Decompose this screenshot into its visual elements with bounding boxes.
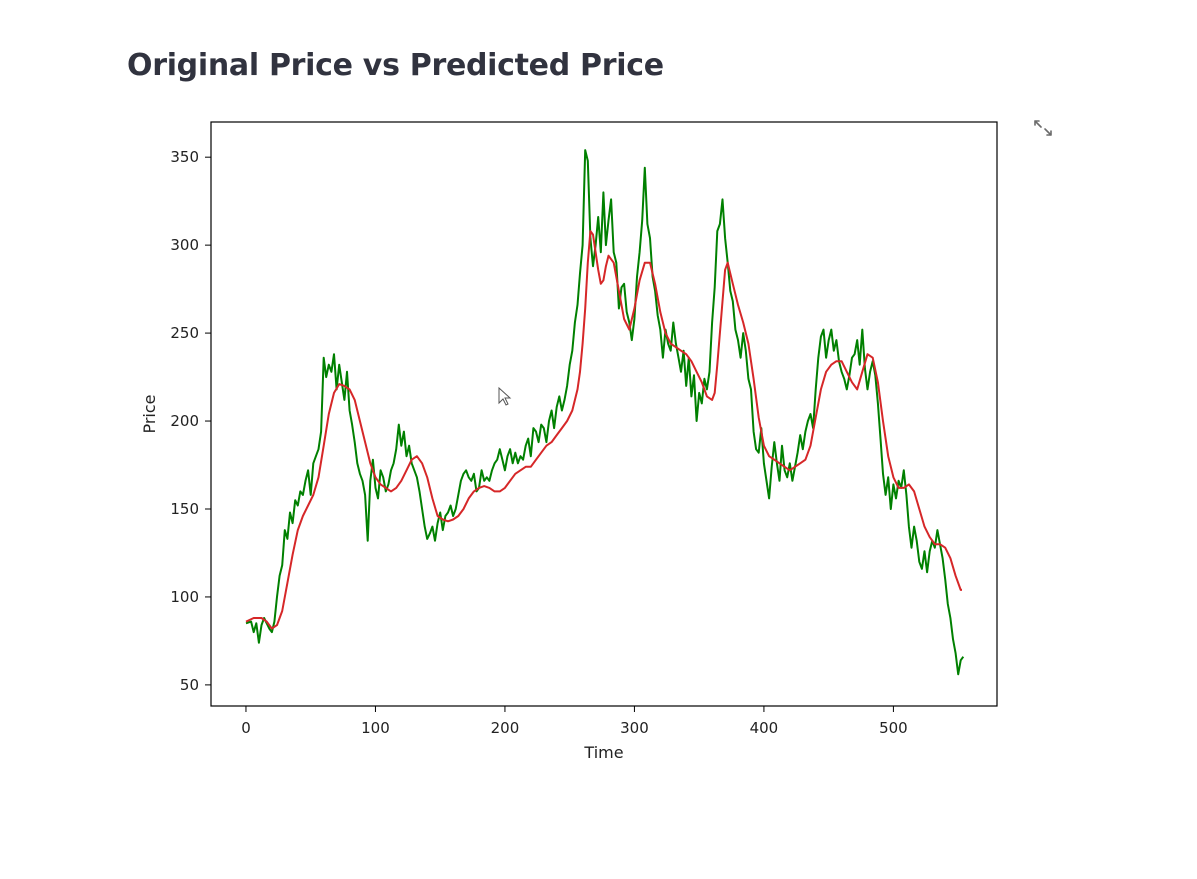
y-tick-label: 250 [170,324,199,342]
y-axis-ticks: 50 100 150 200 250 300 350 [170,148,211,694]
plot-frame [210,121,998,707]
y-tick-label: 350 [170,148,199,166]
x-tick-label: 100 [361,719,390,737]
x-axis-label: Time [583,743,623,762]
x-tick-label: 500 [879,719,908,737]
series-lines [245,149,965,676]
y-tick-label: 200 [170,412,199,430]
mouse-pointer-icon [498,386,512,406]
fullscreen-button[interactable] [1030,116,1056,140]
x-tick-label: 0 [241,719,251,737]
y-axis-label: Price [140,394,159,433]
page-title: Original Price vs Predicted Price [127,48,664,83]
y-tick-label: 150 [170,500,199,518]
expand-icon [1034,120,1052,136]
x-tick-label: 300 [620,719,649,737]
x-tick-label: 400 [750,719,779,737]
y-tick-label: 300 [170,236,199,254]
x-tick-label: 200 [491,719,520,737]
y-tick-label: 100 [170,588,199,606]
predicted-price-line [245,230,962,630]
y-tick-label: 50 [180,676,199,694]
x-axis-ticks: 0 100 200 300 400 500 [241,706,908,737]
original-price-line [245,149,965,676]
